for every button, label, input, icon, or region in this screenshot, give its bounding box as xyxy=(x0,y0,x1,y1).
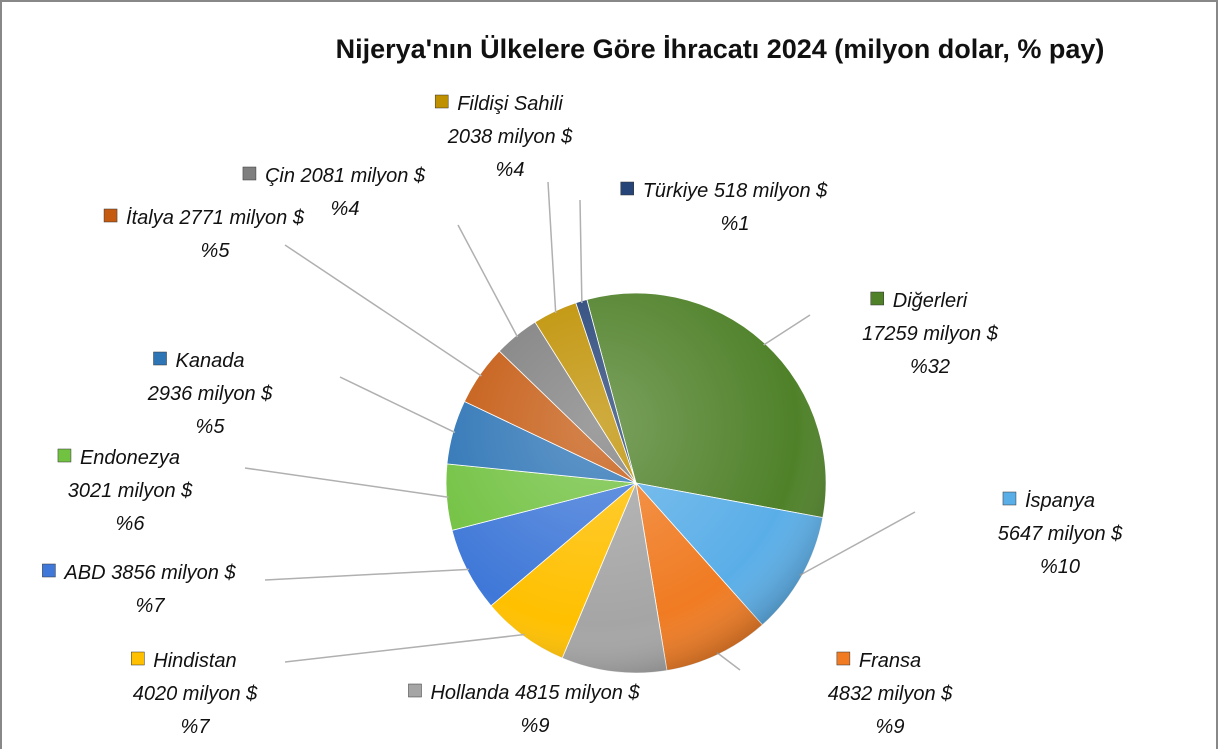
leader-line xyxy=(339,376,456,434)
label-value: 3021 milyon $ xyxy=(68,480,193,502)
label-value: 2081 milyon $ xyxy=(300,165,426,187)
legend-key xyxy=(131,651,145,666)
legend-key xyxy=(42,563,56,578)
legend-key xyxy=(408,683,422,698)
label-category: Fransa xyxy=(859,650,921,672)
chart-title: Nijerya'nın Ülkelere Göre İhracatı 2024 … xyxy=(336,34,1105,64)
legend-key xyxy=(620,181,634,196)
label-category: Hollanda xyxy=(430,682,509,704)
leader-line xyxy=(716,652,741,671)
label-category: İtalya xyxy=(126,207,174,229)
legend-key xyxy=(870,291,885,306)
label-value: 3856 milyon $ xyxy=(111,562,236,584)
label-share: %9 xyxy=(876,716,905,738)
label-share: %6 xyxy=(116,513,146,535)
legend-key xyxy=(434,94,449,109)
label-share: %4 xyxy=(331,198,360,220)
leader-line xyxy=(579,199,583,303)
legend-key xyxy=(57,448,72,463)
label-value: 518 milyon $ xyxy=(714,180,828,202)
leader-line xyxy=(284,244,482,377)
label-value: 2038 milyon $ xyxy=(447,126,573,148)
label-value: 2771 milyon $ xyxy=(178,207,304,229)
leader-line xyxy=(264,568,470,581)
label-share: %5 xyxy=(196,416,226,438)
label-share: %1 xyxy=(721,213,750,235)
legend-key xyxy=(836,651,851,666)
data-label: ABD 3856 milyon $ xyxy=(63,562,236,584)
label-category: İspanya xyxy=(1025,490,1095,512)
label-category: Hindistan xyxy=(153,650,236,672)
label-share: %7 xyxy=(181,716,211,738)
data-label: Çin 2081 milyon $ xyxy=(265,165,426,187)
data-label: İtalya 2771 milyon $ xyxy=(126,207,305,229)
label-share: %4 xyxy=(496,159,525,181)
label-category: Kanada xyxy=(176,350,245,372)
label-share: %5 xyxy=(201,240,231,262)
leader-line xyxy=(244,467,449,498)
label-value: 4832 milyon $ xyxy=(828,683,953,705)
label-category: Türkiye xyxy=(643,180,709,202)
label-value: 17259 milyon $ xyxy=(862,323,999,345)
label-category: Çin xyxy=(265,165,295,187)
leader-line xyxy=(457,224,519,338)
legend-key xyxy=(103,208,118,223)
leader-line xyxy=(547,181,557,314)
label-category: Endonezya xyxy=(80,447,180,469)
label-value: 2936 milyon $ xyxy=(147,383,273,405)
data-label: Hollanda 4815 milyon $ xyxy=(430,682,640,704)
label-category: Diğerleri xyxy=(893,290,968,312)
data-label: Türkiye 518 milyon $ xyxy=(643,180,828,202)
label-value: 5647 milyon $ xyxy=(998,523,1123,545)
leader-line xyxy=(763,314,811,346)
leader-line xyxy=(284,633,525,663)
label-value: 4815 milyon $ xyxy=(515,682,640,704)
label-category: ABD xyxy=(63,562,105,584)
label-share: %32 xyxy=(910,356,950,378)
label-share: %7 xyxy=(136,595,166,617)
legend-key xyxy=(153,351,167,366)
label-category: Fildişi Sahili xyxy=(457,93,563,115)
label-share: %9 xyxy=(521,715,550,737)
legend-key xyxy=(242,166,257,181)
legend-key xyxy=(1002,491,1017,506)
label-value: 4020 milyon $ xyxy=(133,683,258,705)
label-share: %10 xyxy=(1040,556,1080,578)
